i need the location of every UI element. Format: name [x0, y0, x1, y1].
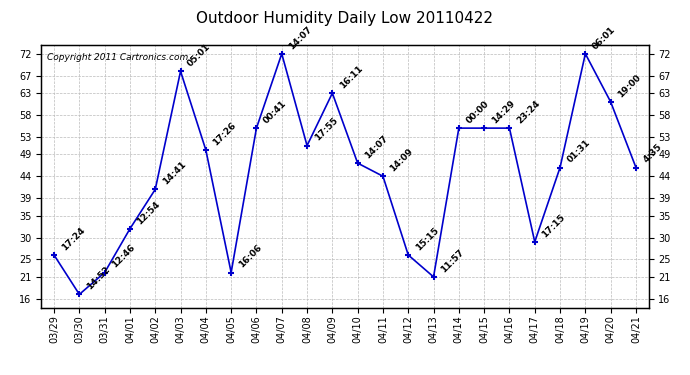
Text: 19:00: 19:00: [616, 73, 642, 99]
Text: Copyright 2011 Cartronics.com: Copyright 2011 Cartronics.com: [48, 53, 189, 62]
Text: 17:26: 17:26: [211, 120, 238, 147]
Text: 00:00: 00:00: [464, 99, 491, 125]
Text: 14:29: 14:29: [490, 99, 517, 125]
Text: 01:31: 01:31: [566, 138, 592, 165]
Text: 00:41: 00:41: [262, 99, 288, 125]
Text: Outdoor Humidity Daily Low 20110422: Outdoor Humidity Daily Low 20110422: [197, 11, 493, 26]
Text: 17:15: 17:15: [540, 212, 567, 239]
Text: 16:06: 16:06: [237, 243, 263, 270]
Text: 11:57: 11:57: [439, 248, 466, 274]
Text: 12:54: 12:54: [135, 199, 162, 226]
Text: 06:01: 06:01: [591, 24, 618, 51]
Text: 14:07: 14:07: [287, 24, 314, 51]
Text: 4:35: 4:35: [642, 142, 664, 165]
Text: 15:15: 15:15: [414, 226, 440, 252]
Text: 17:55: 17:55: [313, 116, 339, 143]
Text: 23:24: 23:24: [515, 99, 542, 125]
Text: 14:41: 14:41: [161, 160, 188, 187]
Text: 14:09: 14:09: [388, 147, 415, 174]
Text: 16:11: 16:11: [338, 64, 364, 90]
Text: 17:24: 17:24: [59, 225, 86, 252]
Text: 14:52: 14:52: [85, 265, 112, 292]
Text: 14:07: 14:07: [363, 134, 390, 160]
Text: 05:01: 05:01: [186, 42, 213, 69]
Text: 12:46: 12:46: [110, 243, 137, 270]
